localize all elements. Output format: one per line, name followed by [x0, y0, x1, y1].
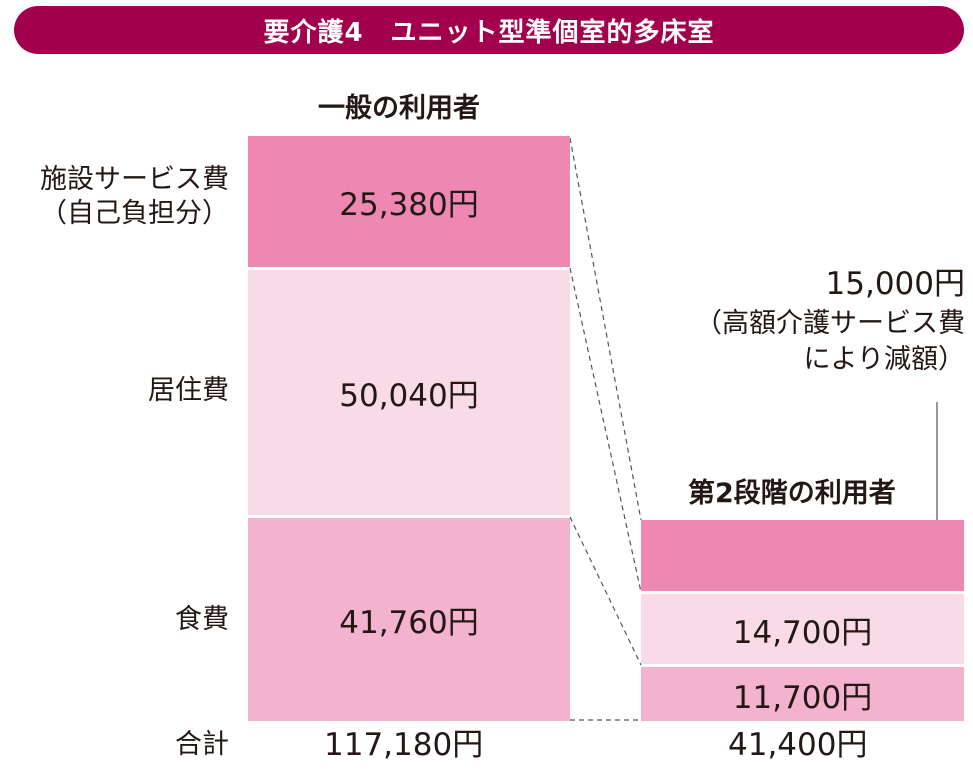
row-label-total: 合計 [175, 729, 229, 760]
bar-second-residence: 14,700円 [641, 594, 964, 664]
high-cost-reduction-note: 15,000円 （高額介護サービス費 により減額） [695, 264, 965, 379]
total-general: 117,180円 [324, 727, 484, 763]
bar-general-facility: 25,380円 [248, 136, 570, 267]
bar-second-food: 11,700円 [641, 667, 964, 721]
bar-general-residence: 50,040円 [248, 270, 570, 515]
chart-title-banner: 要介護4 ユニット型準個室的多床室 [14, 6, 964, 54]
connector-line-facility-residence [569, 267, 642, 593]
connector-line-residence-food [569, 516, 642, 666]
row-label-facility: 施設サービス費 （自己負担分） [40, 163, 229, 231]
connector-line-top [569, 137, 642, 521]
category-label-general: 一般の利用者 [318, 93, 480, 124]
total-second-stage: 41,400円 [728, 727, 868, 763]
bar-general-food: 41,760円 [248, 518, 570, 721]
reduction-amount: 15,000円 [825, 266, 965, 302]
row-label-residence: 居住費 [148, 375, 229, 406]
category-label-second-stage: 第2段階の利用者 [688, 478, 896, 509]
row-label-facility-line1: 施設サービス費 [40, 164, 229, 195]
row-label-food: 食費 [175, 604, 229, 635]
row-label-facility-line2: （自己負担分） [40, 197, 229, 229]
reduction-note-line1: （高額介護サービス費 [695, 307, 965, 339]
reduction-note-line2: により減額） [803, 344, 965, 376]
bar-second-facility [641, 520, 964, 591]
